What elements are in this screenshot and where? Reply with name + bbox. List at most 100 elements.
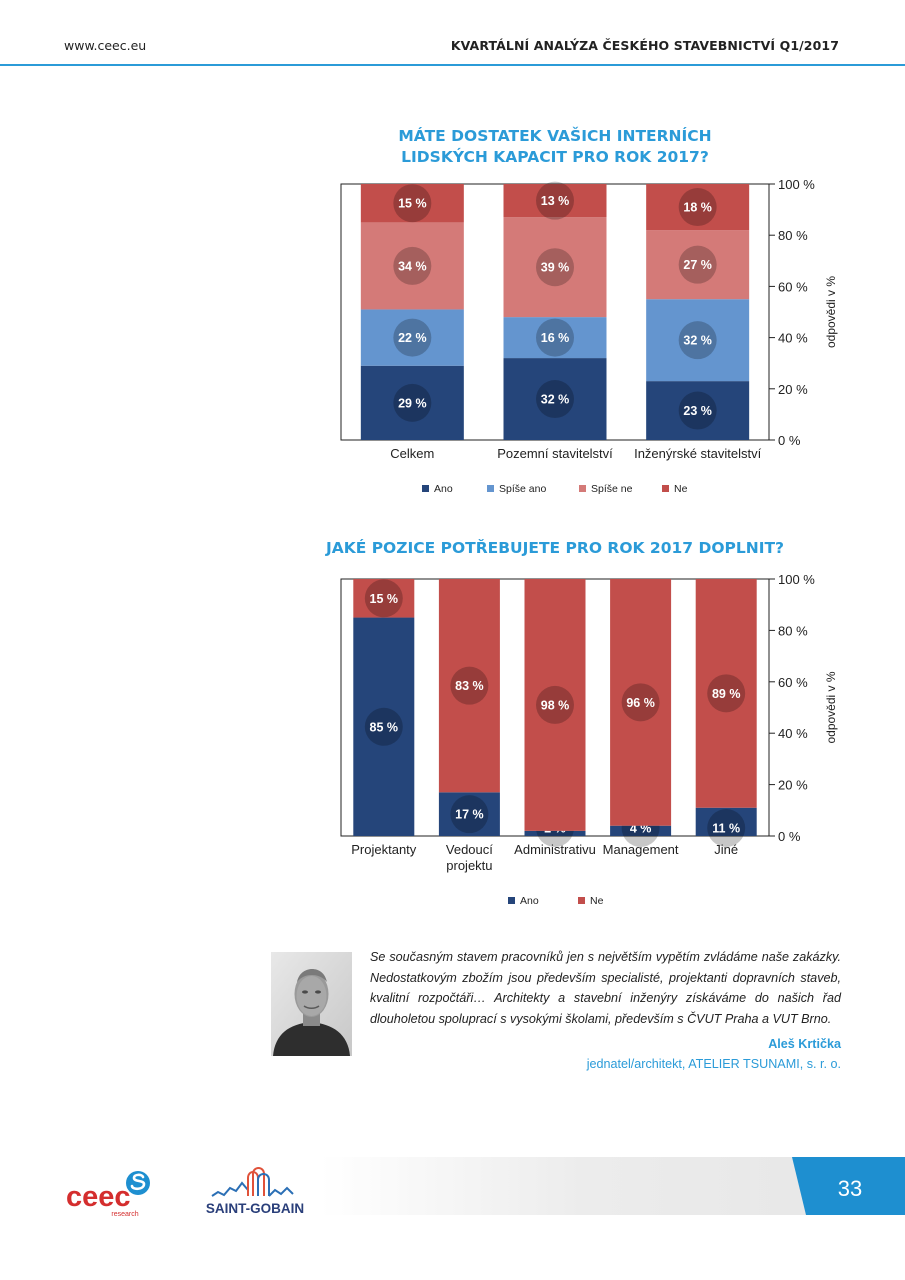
- y-tick-label: 60 %: [778, 675, 808, 690]
- legend-swatch: [422, 485, 429, 492]
- quote-text: Se současným stavem pracovníků jen s nej…: [370, 950, 841, 1026]
- bar-segment: [695, 807, 757, 836]
- bar-segment: [646, 184, 750, 231]
- category-label: Celkem: [390, 446, 434, 461]
- page-header: www.ceec.eu KVARTÁLNÍ ANALÝZA ČESKÉHO ST…: [0, 0, 905, 66]
- chart-2-title-line: JAKÉ POZICE POTŘEBUJETE PRO ROK 2017 DOP…: [325, 539, 785, 557]
- y-tick-label: 100 %: [778, 177, 815, 192]
- bar-segment: [360, 184, 464, 223]
- legend-label: Ano: [520, 895, 539, 907]
- bar-segment: [360, 222, 464, 310]
- value-label: 85 %: [370, 720, 399, 734]
- saint-gobain-logo: SAINT-GOBAIN: [206, 1167, 304, 1216]
- value-label: 15 %: [370, 592, 399, 606]
- value-label: 83 %: [455, 679, 484, 693]
- value-label: 98 %: [541, 698, 570, 712]
- value-label: 96 %: [626, 696, 655, 710]
- legend-label: Spíše ne: [591, 483, 633, 495]
- y-axis-label: odpovědi v %: [824, 276, 838, 348]
- value-bubble: [678, 188, 717, 227]
- legend-label: Ne: [590, 895, 604, 907]
- category-label: Jiné: [714, 842, 738, 857]
- legend-swatch: [487, 485, 494, 492]
- value-bubble: [450, 666, 489, 705]
- value-label: 17 %: [455, 808, 484, 822]
- page-number-tab: [792, 1157, 905, 1215]
- value-bubble: [536, 181, 574, 220]
- category-label: Management: [603, 842, 679, 857]
- value-label: 22 %: [398, 331, 427, 345]
- value-label: 89 %: [712, 687, 741, 701]
- bar-segment: [503, 217, 607, 318]
- y-tick-label: 40 %: [778, 726, 808, 741]
- value-bubble: [707, 809, 746, 847]
- y-tick-label: 0 %: [778, 433, 801, 448]
- value-label: 23 %: [683, 404, 712, 418]
- y-tick-label: 80 %: [778, 623, 808, 638]
- value-label: 29 %: [398, 396, 427, 410]
- value-label: 32 %: [541, 393, 570, 407]
- legend-label: Ano: [434, 483, 453, 495]
- value-label: 39 %: [541, 261, 570, 275]
- category-label: Vedoucí: [446, 842, 493, 857]
- value-bubble: [678, 245, 717, 284]
- y-tick-label: 100 %: [778, 572, 815, 587]
- value-bubble: [450, 795, 489, 834]
- value-label: 32 %: [683, 334, 712, 348]
- bar-segment: [646, 381, 750, 440]
- quote-role: jednatel/architekt, ATELIER TSUNAMI, s. …: [586, 1057, 841, 1071]
- y-axis-label: odpovědi v %: [824, 671, 838, 743]
- bar-segment: [503, 317, 607, 359]
- chart-1: 0 % 20 % 40 % 60 % 80 % 100 % odpovědi v % 29 %…: [340, 177, 838, 495]
- value-label: 16 %: [541, 331, 570, 345]
- legend-swatch: [579, 485, 586, 492]
- value-label: 13 %: [541, 194, 570, 208]
- value-label: 11 %: [712, 822, 740, 836]
- bar-segment: [353, 579, 415, 618]
- value-bubble: [393, 184, 432, 223]
- y-tick-label: 20 %: [778, 382, 808, 397]
- bar-segment: [524, 579, 586, 831]
- bar-segment: [646, 299, 750, 382]
- header-url[interactable]: www.ceec.eu: [64, 38, 147, 53]
- chart-2: 0 % 20 % 40 % 60 % 80 % 100 % odpovědi v % 85 %…: [340, 572, 838, 907]
- quote-author: Aleš Krtička: [768, 1037, 841, 1051]
- legend-label: Ne: [674, 483, 688, 495]
- header-title: KVARTÁLNÍ ANALÝZA ČESKÉHO STAVEBNICTVÍ Q…: [450, 38, 839, 53]
- value-label: 27 %: [683, 258, 712, 272]
- chart-1-title: MÁTE DOSTATEK VAŠICH INTERNÍCH LIDSKÝCH …: [340, 126, 770, 168]
- bar-segment: [438, 792, 500, 836]
- y-tick-label: 80 %: [778, 228, 808, 243]
- value-bubble: [536, 318, 574, 357]
- bar-segment: [360, 365, 464, 440]
- ceec-logo: ceec research: [66, 1171, 150, 1218]
- y-tick-label: 40 %: [778, 331, 808, 346]
- value-bubble: [393, 383, 432, 422]
- bar-segment: [360, 309, 464, 366]
- legend-label: Spíše ano: [499, 483, 546, 495]
- category-label: Administrativu: [514, 842, 596, 857]
- saint-gobain-text: SAINT-GOBAIN: [206, 1201, 304, 1216]
- bar-segment: [695, 579, 757, 808]
- category-label: projektu: [446, 858, 492, 873]
- category-label: Pozemní stavitelství: [497, 446, 613, 461]
- value-bubble: [678, 321, 717, 360]
- legend-swatch: [508, 897, 515, 904]
- chart-2-title: JAKÉ POZICE POTŘEBUJETE PRO ROK 2017 DOP…: [320, 538, 790, 559]
- value-label: 18 %: [683, 201, 712, 215]
- legend-swatch: [662, 485, 669, 492]
- y-tick-label: 60 %: [778, 279, 808, 294]
- ceec-logo-sub: research: [111, 1211, 138, 1218]
- chart-1-title-line: MÁTE DOSTATEK VAŠICH INTERNÍCH: [398, 127, 712, 145]
- legend-swatch: [578, 897, 585, 904]
- bar-segment: [353, 617, 415, 836]
- author-photo: [271, 952, 352, 1056]
- value-bubble: [678, 391, 717, 430]
- page-number: 33: [837, 1176, 863, 1201]
- bar-segment: [524, 830, 586, 836]
- category-label: Projektanty: [351, 842, 417, 857]
- ceec-logo-text: ceec: [66, 1181, 131, 1213]
- y-tick-label: 0 %: [778, 829, 801, 844]
- value-bubble: [536, 685, 574, 724]
- value-bubble: [621, 683, 660, 722]
